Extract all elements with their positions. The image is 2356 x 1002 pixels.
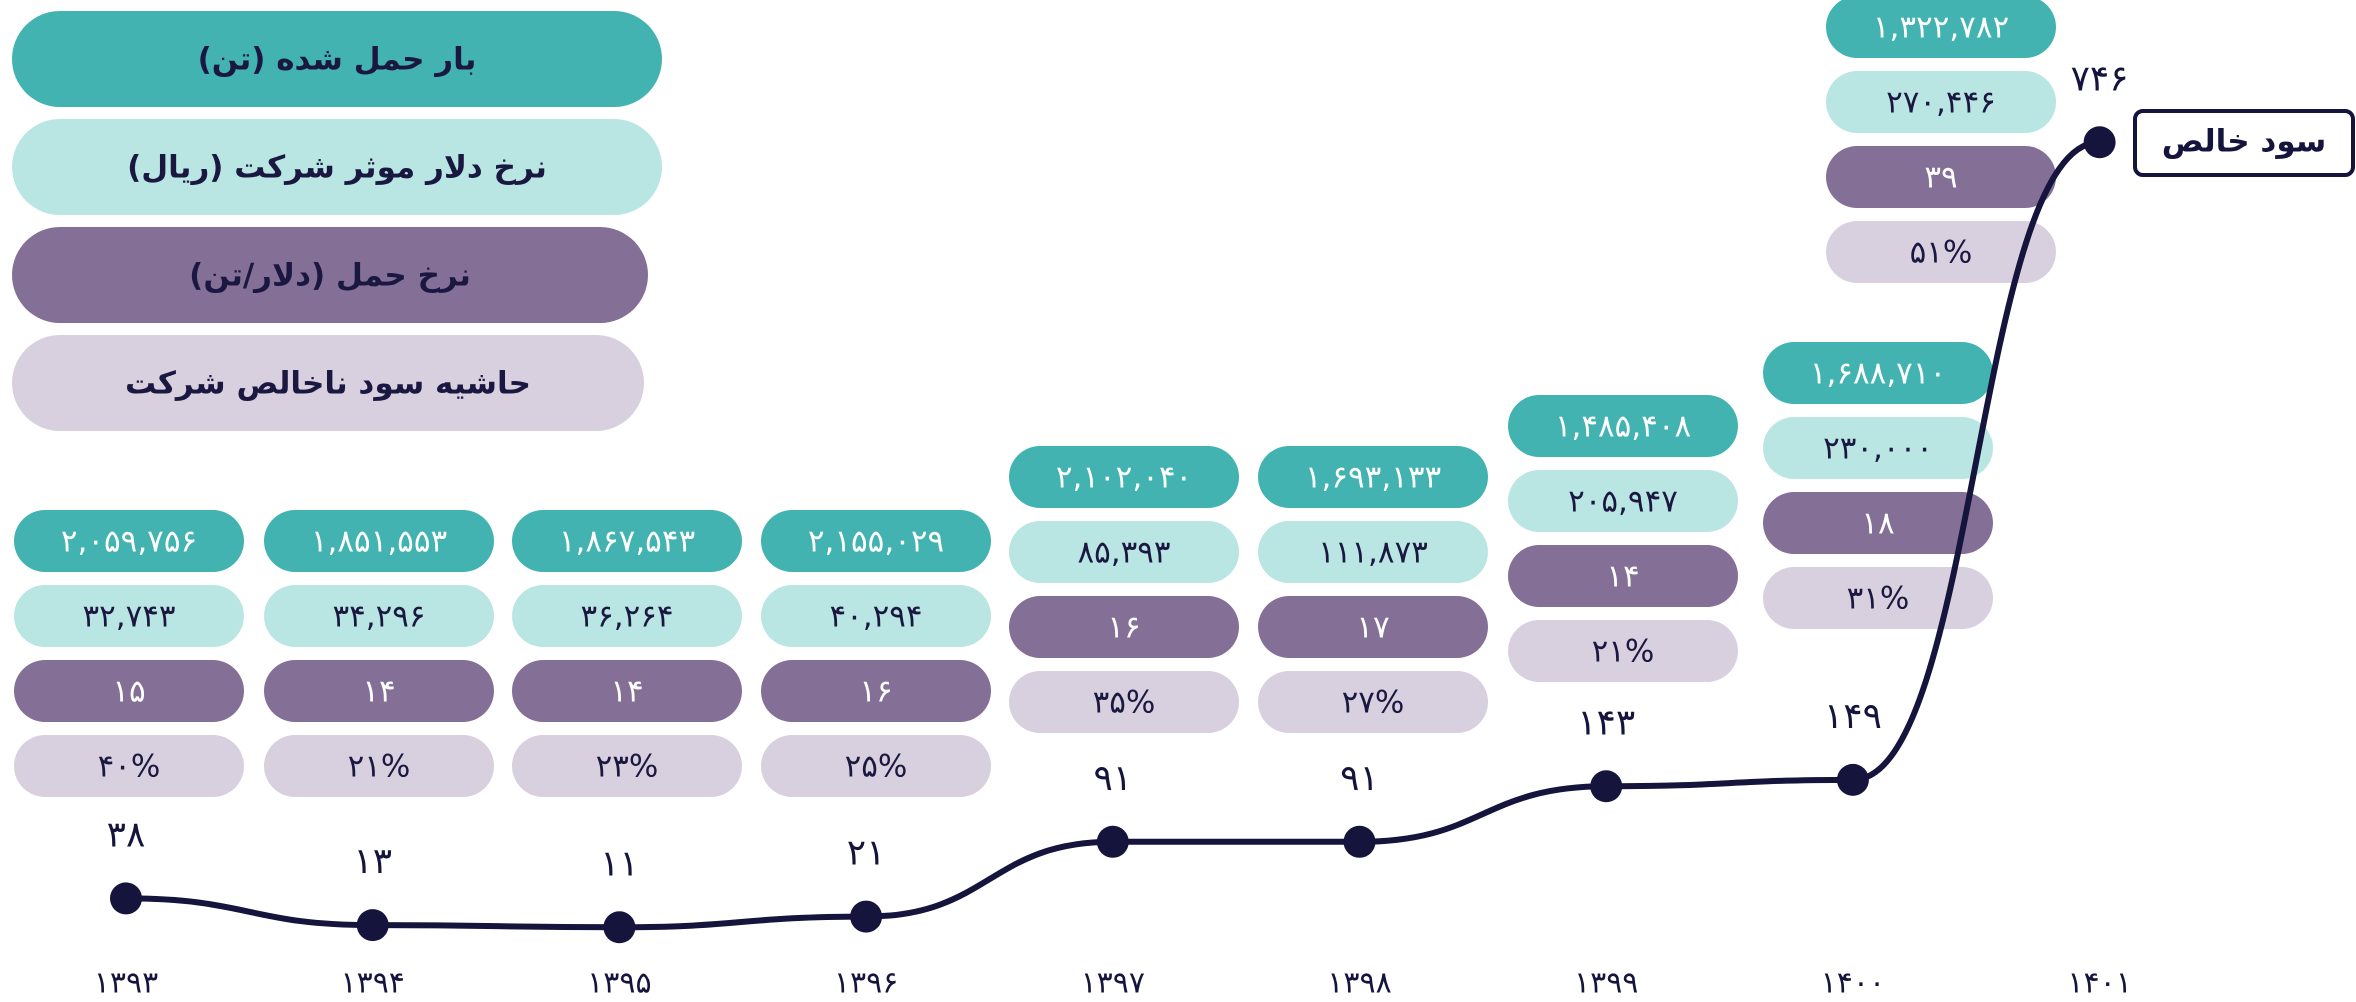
legend-label: بار حمل شده (تن) xyxy=(198,42,477,78)
chart: سود خالص بار حمل شده (تن) نرخ دلار موثر ش… xyxy=(0,0,2356,1002)
point-label: ۱۳ xyxy=(353,841,392,882)
x-tick-label: ۱۴۰۰ xyxy=(1821,966,1885,1001)
page: سود خالص بار حمل شده (تن) نرخ دلار موثر ش… xyxy=(0,0,2356,1002)
value-box-label: ۱۴ xyxy=(362,674,395,710)
value-box-label: ۴۰% xyxy=(98,749,161,785)
value-box-label: ۴۰,۲۹۴ xyxy=(829,599,922,635)
value-box-label: ۲۰۵,۹۴۷ xyxy=(1568,484,1678,520)
value-box-label: ۲۷% xyxy=(1342,685,1405,721)
point xyxy=(603,911,635,943)
point-label: ۱۴۳ xyxy=(1577,702,1635,743)
point-label: ۷۴۶ xyxy=(2071,58,2129,99)
value-box-label: ۱,۸۵۱,۵۵۳ xyxy=(311,524,447,560)
value-box-label: ۱,۸۶۷,۵۴۳ xyxy=(559,524,695,560)
value-box-label: ۱۵ xyxy=(112,674,145,710)
value-box-label: ۳۴,۲۹۶ xyxy=(332,599,425,635)
x-tick-label: ۱۳۹۹ xyxy=(1574,966,1638,1001)
value-box-label: ۱۸ xyxy=(1861,506,1894,542)
point xyxy=(110,882,142,914)
value-box-label: ۲,۰۵۹,۷۵۶ xyxy=(61,524,197,560)
legend-label: نرخ حمل (دلار/تن) xyxy=(189,258,471,294)
x-tick-label: ۱۴۰۱ xyxy=(2067,966,2131,1001)
point xyxy=(1097,826,1129,858)
value-box-label: ۲۳۰,۰۰۰ xyxy=(1823,431,1933,467)
value-box-label: ۱,۶۹۳,۱۳۳ xyxy=(1305,460,1441,496)
value-box-label: ۸۵,۳۹۳ xyxy=(1077,535,1170,571)
value-box-label: ۳۵% xyxy=(1093,685,1156,721)
legend-label: حاشیه سود ناخالص شرکت xyxy=(125,366,531,402)
x-tick-label: ۱۳۹۴ xyxy=(340,966,404,1001)
value-box-label: ۱۱۱,۸۷۳ xyxy=(1318,535,1428,571)
value-box-label: ۱۶ xyxy=(1107,610,1140,646)
value-box-label: ۱,۴۸۵,۴۰۸ xyxy=(1555,409,1691,445)
line-legend-label: سود خالص xyxy=(2162,124,2327,160)
value-box-label: ۲,۱۵۵,۰۲۹ xyxy=(808,524,944,560)
value-box-label: ۱۶ xyxy=(859,674,892,710)
x-tick-label: ۱۳۹۸ xyxy=(1327,966,1391,1001)
point xyxy=(1344,826,1376,858)
value-box-label: ۱,۶۸۸,۷۱۰ xyxy=(1810,356,1946,392)
point xyxy=(1837,764,1869,796)
point-label: ۳۸ xyxy=(107,814,146,855)
point-label: ۱۱ xyxy=(600,843,639,884)
x-tick-label: ۱۳۹۵ xyxy=(587,966,651,1001)
x-tick-label: ۱۳۹۶ xyxy=(834,966,898,1001)
value-box-label: ۱۴ xyxy=(610,674,643,710)
point xyxy=(2084,126,2116,158)
point xyxy=(357,909,389,941)
point xyxy=(1590,770,1622,802)
value-box-label: ۱۷ xyxy=(1356,610,1389,646)
value-box-label: ۵۱% xyxy=(1910,235,1973,271)
point-label: ۹۱ xyxy=(1093,758,1132,799)
point-label: ۱۴۹ xyxy=(1824,696,1882,737)
value-box-label: ۱,۳۲۲,۷۸۲ xyxy=(1873,10,2009,46)
value-box-label: ۳۶,۲۶۴ xyxy=(580,599,673,635)
value-box-label: ۳۹ xyxy=(1924,160,1957,196)
value-box-label: ۲,۱۰۲,۰۴۰ xyxy=(1056,460,1192,496)
value-box-label: ۲۷۰,۴۴۶ xyxy=(1886,85,1996,121)
value-box-label: ۲۱% xyxy=(1592,634,1655,670)
point-label: ۹۱ xyxy=(1340,758,1379,799)
value-box-label: ۲۳% xyxy=(596,749,659,785)
x-tick-label: ۱۳۹۳ xyxy=(94,966,158,1001)
legend-label: نرخ دلار موثر شرکت (ریال) xyxy=(127,150,547,186)
value-box-label: ۳۲,۷۴۳ xyxy=(82,599,175,635)
value-box-label: ۲۵% xyxy=(845,749,908,785)
value-box-label: ۳۱% xyxy=(1847,581,1910,617)
value-box-label: ۱۴ xyxy=(1606,559,1639,595)
x-tick-label: ۱۳۹۷ xyxy=(1081,966,1145,1001)
value-box-label: ۲۱% xyxy=(348,749,411,785)
point xyxy=(850,901,882,933)
point-label: ۲۱ xyxy=(847,833,886,874)
